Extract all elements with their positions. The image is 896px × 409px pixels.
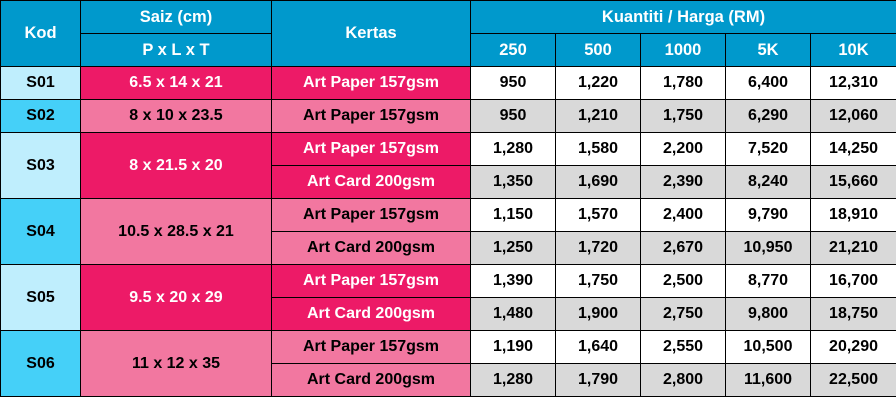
price-cell: 1,250 [470,231,556,265]
table-row: Art Card 200gsm 1,350 1,690 2,390 8,240 15,66… [1,165,896,199]
table-row: S04 10.5 x 28.5 x 21 Art Paper 157gsm 1,150… [0,198,896,265]
table-body: S01 6.5 x 14 x 21 Art Paper 157gsm 950 1,220… [0,66,896,397]
price-cell: 2,200 [640,132,726,166]
price-cell: 1,780 [640,66,726,100]
paper-type: Art Paper 157gsm [271,66,471,100]
price-cell: 14,250 [809,132,896,166]
header-kuantiti: Kuantiti / Harga (RM) [469,0,896,34]
price-cell: 950 [470,66,556,100]
product-size: 8 x 21.5 x 20 [80,132,272,199]
header-qty-500: 500 [555,33,641,67]
price-cell: 18,910 [809,198,896,232]
product-code: S03 [0,132,81,199]
product-code: S06 [0,330,81,397]
price-cell: 2,670 [640,231,726,265]
price-cell: 12,060 [809,99,896,133]
product-code: S02 [0,99,81,133]
table-row: Art Card 200gsm 1,480 1,900 2,750 9,800 18,75… [1,297,896,331]
price-cell: 1,280 [470,363,556,397]
product-size: 11 x 12 x 35 [80,330,272,397]
product-size: 10.5 x 28.5 x 21 [80,198,272,265]
price-cell: 1,190 [470,330,556,364]
header-row-2: P x L x T 250 500 1000 5K 10K [1,33,896,67]
price-cell: 8,770 [725,264,811,298]
table-row: S02 8 x 10 x 23.5 Art Paper 157gsm 950 1,210… [0,99,896,133]
price-cell: 1,640 [555,330,641,364]
table-row: S06 11 x 12 x 35 Art Paper 157gsm 1,190 1,64… [0,330,896,397]
price-cell: 1,750 [640,99,726,133]
price-cell: 1,390 [470,264,556,298]
paper-type: Art Paper 157gsm [271,132,471,166]
price-cell: 950 [470,99,556,133]
price-cell: 2,550 [640,330,726,364]
header-qty-10k: 10K [809,33,896,67]
table-row: Art Card 200gsm 1,250 1,720 2,670 10,950 21,2… [1,231,896,265]
paper-type: Art Card 200gsm [271,363,471,397]
price-cell: 1,900 [555,297,641,331]
price-cell: 2,400 [640,198,726,232]
header-kertas: Kertas [271,0,471,67]
table-row: S05 9.5 x 20 x 29 Art Paper 157gsm 1,390 1,7… [0,264,896,331]
table-row: S03 8 x 21.5 x 20 Art Paper 157gsm 1,280 1,5… [0,132,896,199]
header-saiz-sub: P x L x T [80,33,272,67]
price-cell: 1,580 [555,132,641,166]
header-kod: Kod [0,0,81,67]
header-row-1: Kod Saiz (cm) Kertas Kuantiti / Harga (R… [0,0,896,67]
price-cell: 1,220 [555,66,641,100]
paper-type: Art Paper 157gsm [271,99,471,133]
price-cell: 12,310 [809,66,896,100]
paper-type: Art Card 200gsm [271,297,471,331]
price-cell: 2,390 [640,165,726,199]
price-cell: 1,690 [555,165,641,199]
price-cell: 2,750 [640,297,726,331]
price-cell: 16,700 [809,264,896,298]
price-cell: 1,570 [555,198,641,232]
product-code: S01 [0,66,81,100]
paper-type: Art Paper 157gsm [271,198,471,232]
price-cell: 20,290 [809,330,896,364]
price-cell: 1,480 [470,297,556,331]
price-table: Kod Saiz (cm) Kertas Kuantiti / Harga (R… [0,0,896,397]
price-cell: 15,660 [809,165,896,199]
price-cell: 6,400 [725,66,811,100]
product-size: 6.5 x 14 x 21 [80,66,272,100]
paper-type: Art Paper 157gsm [271,330,471,364]
price-cell: 18,750 [809,297,896,331]
price-cell: 2,500 [640,264,726,298]
product-code: S05 [0,264,81,331]
price-cell: 11,600 [725,363,811,397]
price-cell: 2,800 [640,363,726,397]
price-cell: 1,150 [470,198,556,232]
header-qty-5k: 5K [725,33,811,67]
price-cell: 10,500 [725,330,811,364]
price-cell: 10,950 [725,231,811,265]
price-cell: 21,210 [809,231,896,265]
paper-type: Art Paper 157gsm [271,264,471,298]
paper-type: Art Card 200gsm [271,165,471,199]
price-cell: 1,280 [470,132,556,166]
price-cell: 7,520 [725,132,811,166]
price-cell: 1,790 [555,363,641,397]
header-qty-1000: 1000 [640,33,726,67]
paper-type: Art Card 200gsm [271,231,471,265]
header-saiz: Saiz (cm) [80,0,272,34]
price-cell: 1,750 [555,264,641,298]
header-qty-250: 250 [470,33,556,67]
product-size: 9.5 x 20 x 29 [80,264,272,331]
price-cell: 6,290 [725,99,811,133]
price-cell: 1,210 [555,99,641,133]
product-code: S04 [0,198,81,265]
product-size: 8 x 10 x 23.5 [80,99,272,133]
price-cell: 1,350 [470,165,556,199]
price-cell: 8,240 [725,165,811,199]
price-cell: 9,790 [725,198,811,232]
table-row: Art Card 200gsm 1,280 1,790 2,800 11,600 22,5… [1,363,896,397]
price-cell: 1,720 [555,231,641,265]
price-cell: 22,500 [809,363,896,397]
price-cell: 9,800 [725,297,811,331]
table-row: S01 6.5 x 14 x 21 Art Paper 157gsm 950 1,220… [0,66,896,100]
